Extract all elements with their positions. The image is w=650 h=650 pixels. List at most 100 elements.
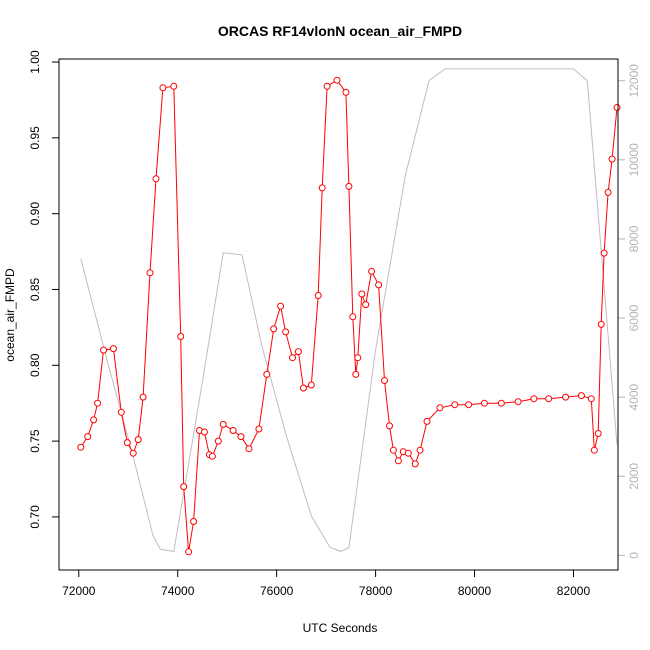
- y-tick-label: 0.85: [28, 277, 42, 301]
- data-point: [436, 404, 444, 412]
- y2-tick-label: 2000: [627, 463, 641, 490]
- data-point: [255, 425, 263, 433]
- data-point: [94, 399, 102, 407]
- y-tick-label: 0.70: [28, 505, 42, 529]
- data-point: [394, 457, 402, 465]
- y-tick-label: 0.80: [28, 353, 42, 377]
- data-point: [170, 82, 178, 90]
- data-point: [352, 370, 360, 378]
- data-point: [600, 249, 608, 257]
- data-point: [411, 460, 419, 468]
- data-point: [146, 269, 154, 277]
- x-tick-label: 76000: [260, 584, 294, 598]
- data-point: [237, 433, 245, 441]
- y2-tick-label: 6000: [627, 304, 641, 331]
- y-axis-right: 0 2000 4000 6000 8000 10000 12000: [618, 64, 641, 559]
- data-point: [100, 346, 107, 354]
- data-point: [190, 518, 198, 525]
- data-point: [282, 328, 290, 336]
- data-point: [608, 155, 616, 163]
- data-point: [270, 325, 278, 333]
- data-point: [362, 301, 370, 309]
- secondary-series: [80, 68, 618, 552]
- data-point: [451, 401, 459, 409]
- data-point: [129, 449, 137, 457]
- y2-tick-label: 4000: [627, 383, 641, 410]
- data-point: [354, 354, 362, 362]
- x-tick-label: 74000: [161, 584, 195, 598]
- data-point: [152, 175, 160, 183]
- data-point: [299, 384, 307, 392]
- data-point: [117, 408, 125, 416]
- data-point: [200, 428, 208, 436]
- data-point: [404, 449, 412, 457]
- x-tick-label: 72000: [62, 584, 96, 598]
- x-axis-label: UTC Seconds: [303, 621, 378, 635]
- x-tick-label: 78000: [359, 584, 393, 598]
- data-point: [177, 333, 185, 340]
- data-point: [480, 399, 488, 407]
- data-point: [219, 420, 227, 428]
- primary-series: [77, 76, 621, 556]
- data-point: [318, 184, 326, 192]
- data-point: [613, 104, 621, 111]
- data-point: [77, 443, 85, 451]
- data-point: [345, 182, 353, 190]
- data-point: [109, 345, 117, 353]
- data-point: [465, 401, 473, 409]
- data-point: [594, 430, 602, 437]
- x-tick-label: 82000: [557, 584, 591, 598]
- data-point: [307, 381, 315, 389]
- data-point: [545, 395, 553, 403]
- data-point: [134, 436, 142, 444]
- y-axis-left: 0.70 0.75 0.80 0.85 0.90 0.95 1.00: [28, 50, 59, 529]
- data-point: [349, 313, 357, 321]
- data-point: [208, 452, 216, 460]
- data-point: [314, 292, 322, 299]
- data-point: [514, 398, 522, 406]
- data-point: [180, 483, 188, 491]
- data-point: [185, 548, 193, 556]
- data-point: [139, 393, 147, 401]
- data-point: [229, 427, 237, 434]
- data-point: [416, 446, 424, 454]
- data-point: [289, 354, 296, 362]
- y2-tick-label: 8000: [627, 225, 641, 252]
- data-point: [277, 302, 285, 310]
- data-point: [159, 84, 167, 92]
- data-point: [423, 417, 431, 425]
- data-point: [587, 395, 595, 403]
- data-point: [84, 433, 92, 441]
- data-point: [245, 445, 253, 453]
- data-point: [389, 446, 397, 454]
- y-tick-label: 0.90: [28, 202, 42, 226]
- data-point: [597, 320, 605, 328]
- data-point: [294, 348, 302, 356]
- data-point: [123, 439, 131, 447]
- data-point: [562, 393, 570, 401]
- y2-tick-label: 10000: [627, 143, 641, 177]
- y2-tick-label: 0: [627, 552, 641, 559]
- data-point: [214, 437, 222, 445]
- y-tick-label: 0.95: [28, 126, 42, 150]
- data-point: [375, 281, 383, 289]
- data-point: [323, 82, 331, 90]
- data-point: [497, 399, 505, 407]
- x-tick-label: 80000: [458, 584, 492, 598]
- y2-tick-label: 12000: [627, 64, 641, 98]
- y-axis-label: ocean_air_FMPD: [3, 268, 17, 362]
- data-point: [358, 290, 366, 298]
- data-point: [368, 267, 376, 275]
- y-tick-label: 0.75: [28, 429, 42, 453]
- data-point: [386, 422, 393, 430]
- data-point: [530, 395, 538, 403]
- data-point: [333, 76, 341, 84]
- secondary-line: [80, 68, 618, 552]
- data-point: [90, 416, 98, 424]
- y-tick-label: 1.00: [28, 50, 42, 74]
- chart-title: ORCAS RF14vlonN ocean_air_FMPD: [218, 23, 462, 39]
- data-point: [263, 370, 271, 378]
- data-point: [381, 377, 388, 384]
